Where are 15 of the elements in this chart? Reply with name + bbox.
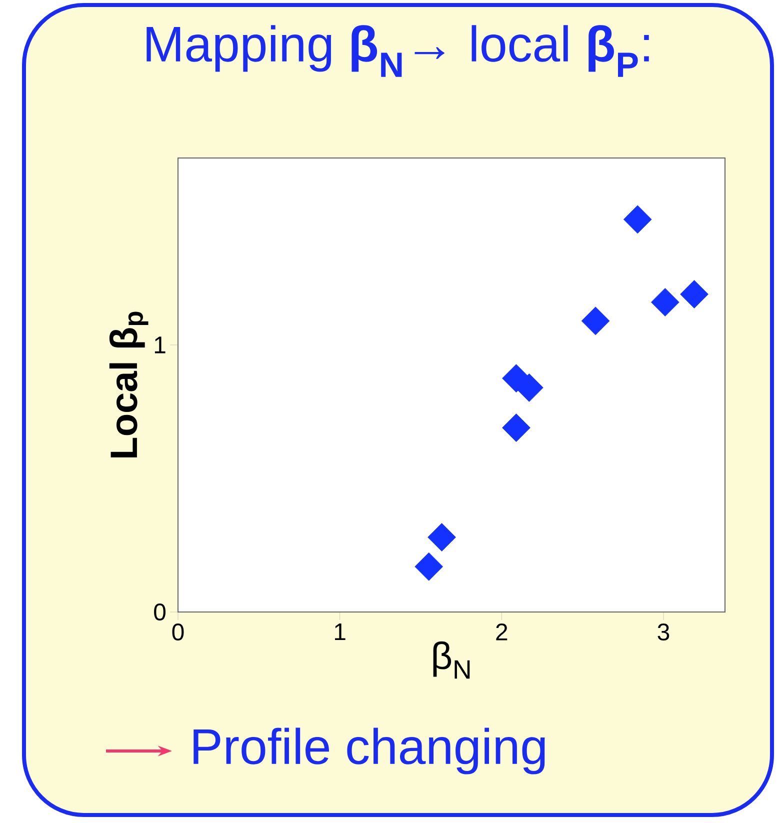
x-tick-label: 1 xyxy=(334,624,346,640)
x-tick-label: 2 xyxy=(496,624,508,640)
point xyxy=(623,205,652,234)
point xyxy=(680,280,708,308)
point xyxy=(650,288,680,316)
point xyxy=(428,523,456,552)
text: Profile changing xyxy=(194,728,545,774)
x-tick-label: 3 xyxy=(658,624,670,641)
x-axis-title: β$_{N}$ xyxy=(433,641,470,679)
x-tick-label: 0 xyxy=(172,624,184,641)
chart-title: Mapping β$_{N}$→ local β$_{P}$: xyxy=(146,25,649,77)
text: Local β$_{p}$ xyxy=(109,312,148,458)
point xyxy=(502,414,530,442)
point xyxy=(581,306,610,336)
point xyxy=(414,552,444,581)
